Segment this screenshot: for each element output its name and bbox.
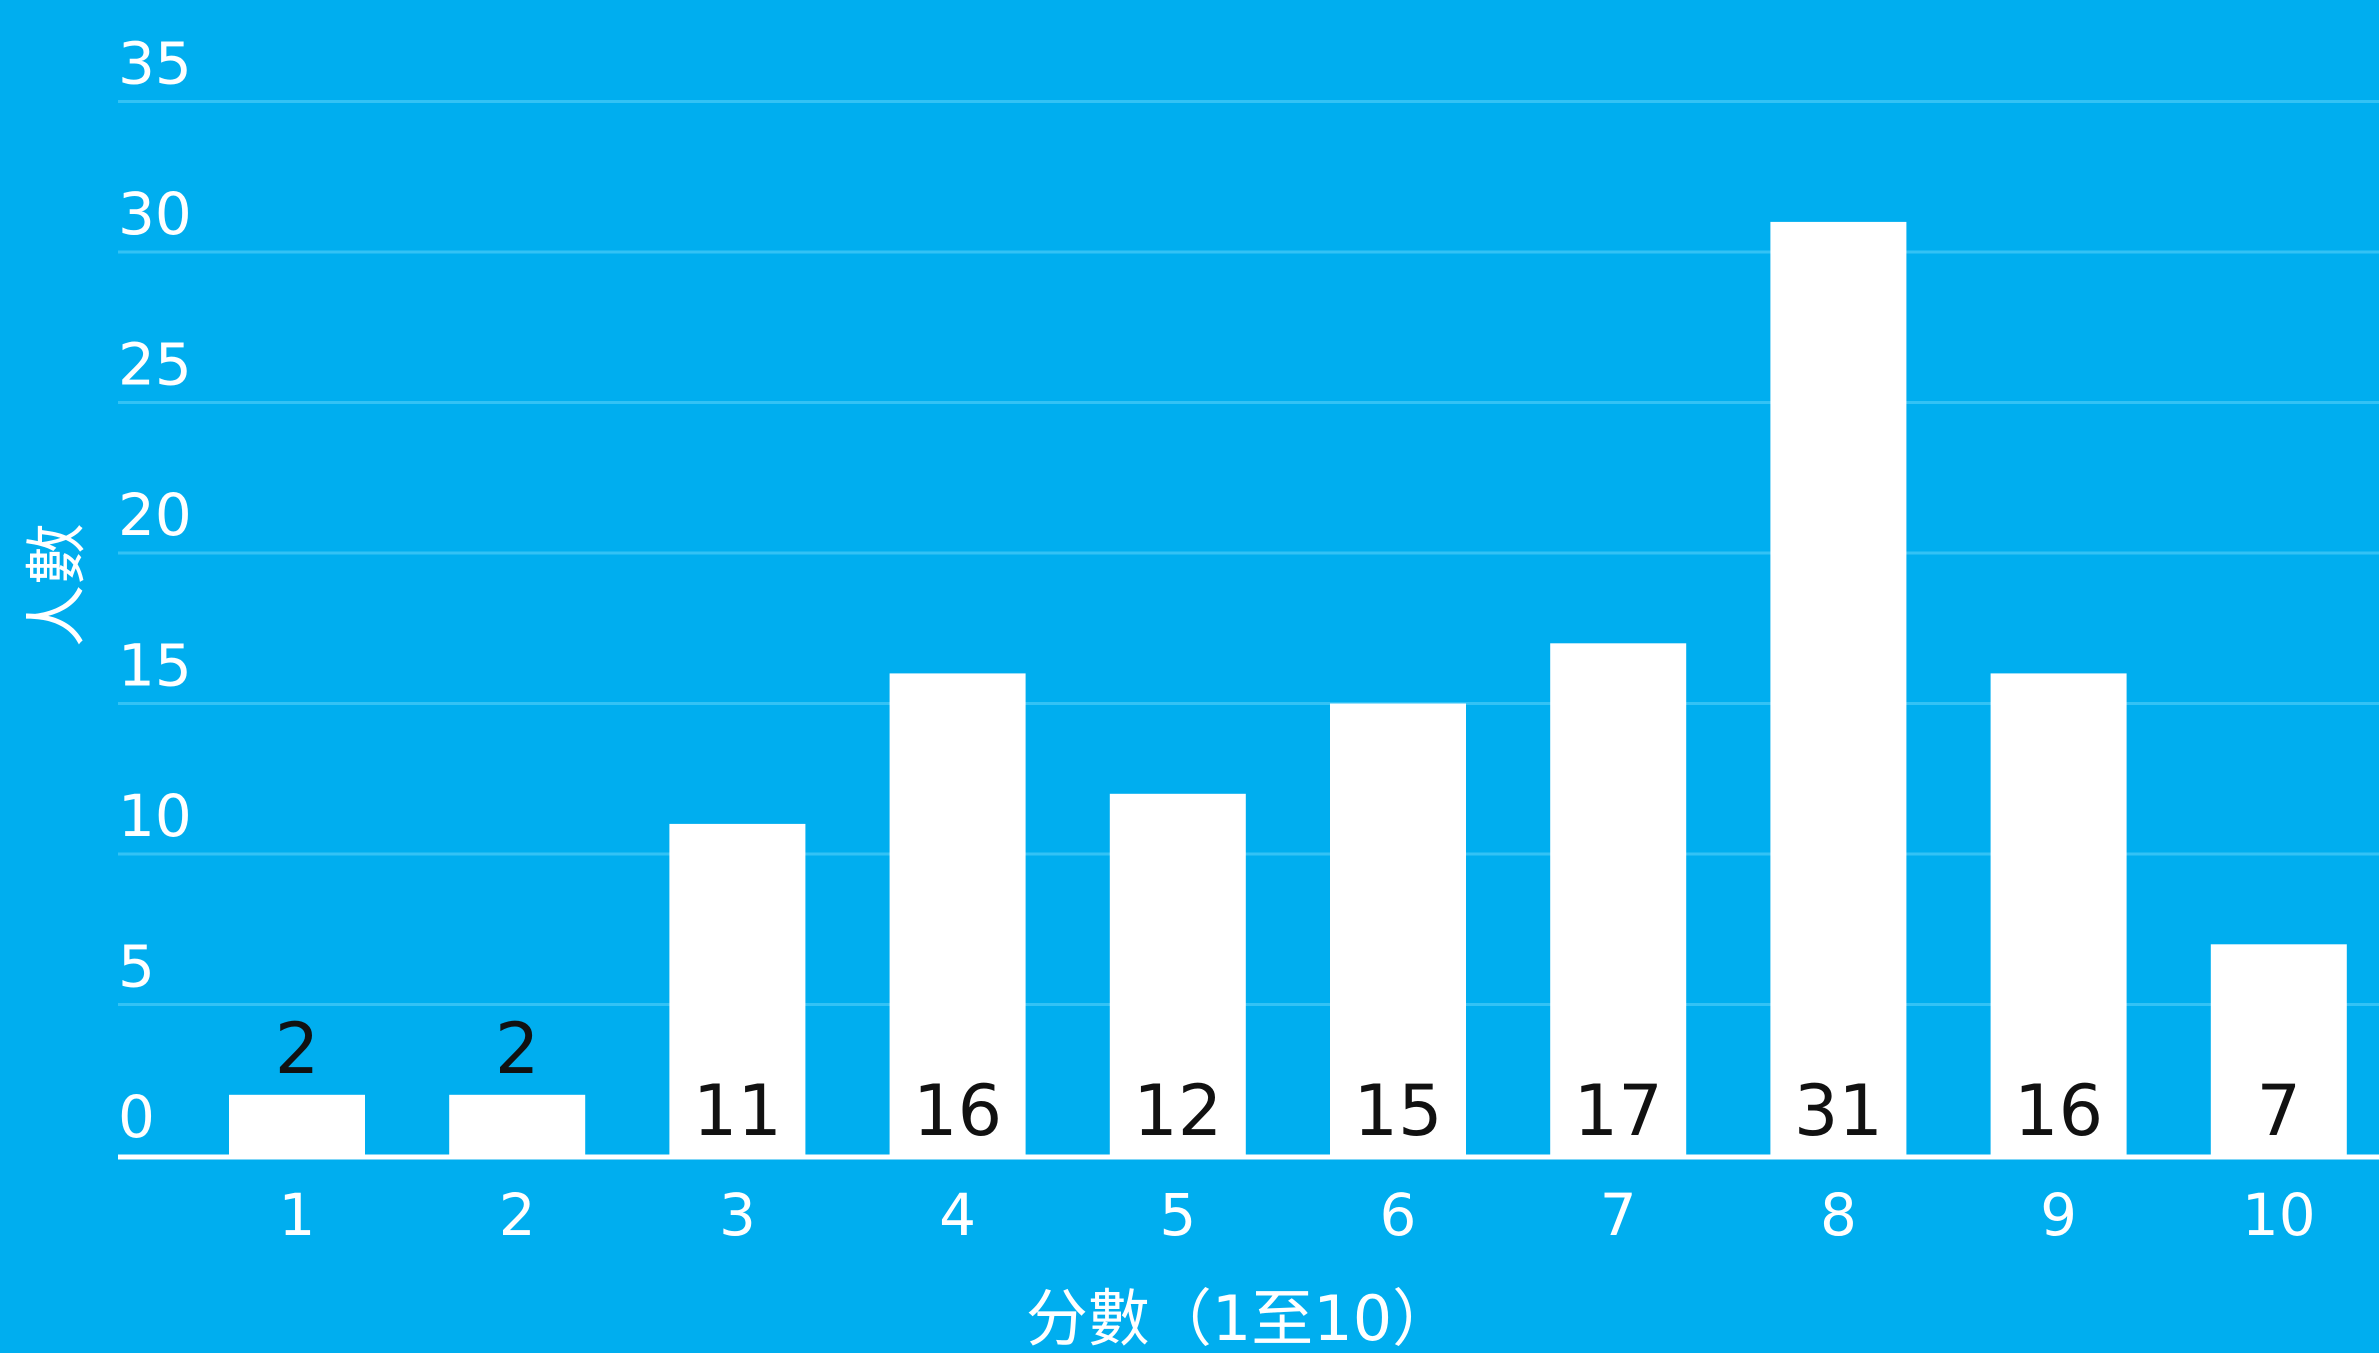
data-label: 12 [1133,1070,1222,1152]
x-axis-title: 分數（1至10） [1026,1282,1454,1353]
x-tick-label: 10 [2242,1181,2316,1249]
bar-2 [449,1094,586,1155]
bar-9 [1990,673,2127,1155]
data-label: 15 [1353,1070,1442,1152]
data-label: 11 [693,1070,782,1152]
y-tick-label: 20 [118,481,192,549]
bars [229,221,2347,1155]
x-tick-label: 7 [1600,1181,1637,1249]
y-tick-label: 0 [118,1083,155,1151]
y-tick-label: 5 [118,933,155,1001]
x-tick-label: 5 [1159,1181,1196,1249]
bar-10 [2210,944,2347,1155]
x-axis-ticks: 1 2 3 4 5 6 7 8 9 10 [279,1181,2316,1249]
x-tick-label: 1 [279,1181,316,1249]
data-label: 2 [495,1008,540,1090]
data-label: 16 [913,1070,1002,1152]
x-tick-label: 8 [1820,1181,1857,1249]
y-tick-label: 10 [118,782,192,850]
x-tick-label: 3 [719,1181,756,1249]
data-labels: 2 2 11 16 12 15 17 31 16 7 [275,1008,2301,1152]
data-label: 31 [1794,1070,1883,1152]
bar-3 [669,823,806,1155]
bar-5 [1109,793,1246,1155]
bar-7 [1550,643,1687,1155]
y-tick-label: 15 [118,632,192,700]
y-axis-title: 人數 [20,523,93,647]
y-tick-label: 25 [118,331,192,399]
y-tick-label: 30 [118,180,192,248]
y-axis-ticks: 0 5 10 15 20 25 30 35 [118,30,192,1152]
x-tick-label: 4 [939,1181,976,1249]
bar-8 [1770,221,1907,1155]
bar-6 [1330,703,1466,1155]
bar-1 [229,1094,365,1155]
gridlines [118,100,2379,1006]
data-label: 17 [1574,1070,1663,1152]
x-tick-label: 2 [499,1181,536,1249]
data-label: 7 [2257,1070,2302,1152]
x-tick-label: 6 [1380,1181,1417,1249]
data-label: 16 [2014,1070,2103,1152]
bar-4 [889,673,1026,1155]
x-tick-label: 9 [2040,1181,2077,1249]
y-tick-label: 35 [118,30,192,98]
data-label: 2 [275,1008,320,1090]
